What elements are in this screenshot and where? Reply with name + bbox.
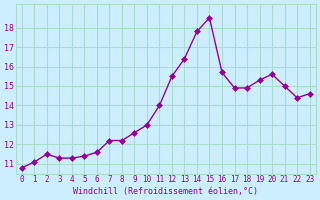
X-axis label: Windchill (Refroidissement éolien,°C): Windchill (Refroidissement éolien,°C) (73, 187, 258, 196)
